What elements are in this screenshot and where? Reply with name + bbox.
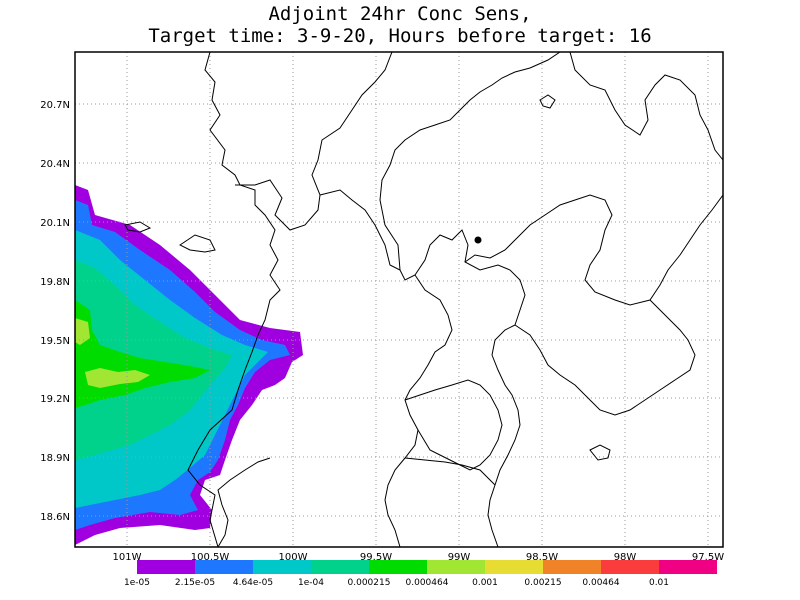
boundary-lake1 <box>179 234 216 253</box>
colorbar-label: 0.001 <box>472 578 498 588</box>
grid-lines <box>75 52 723 547</box>
plot-frame <box>74 51 724 548</box>
colorbar: 1e-05 2.15e-05 4.64e-05 1e-04 0.000215 0… <box>124 560 717 588</box>
boundary-lake2 <box>124 221 152 233</box>
map-title-line2: Target time: 3-9-20, Hours before target… <box>148 25 652 47</box>
lon-label: 99.5W <box>360 552 392 563</box>
boundary-east <box>464 194 723 306</box>
lon-label: 98.5W <box>526 552 558 563</box>
plume-level-6b <box>75 318 90 345</box>
colorbar-swatch <box>253 560 311 574</box>
sensitivity-plume <box>75 185 303 545</box>
boundary-inner <box>404 379 503 471</box>
lon-label: 98W <box>614 552 637 563</box>
colorbar-label: 0.000464 <box>406 578 449 588</box>
colorbar-label: 0.00215 <box>524 578 561 588</box>
colorbar-label: 0.000215 <box>348 578 391 588</box>
target-location-marker <box>474 236 482 244</box>
boundary-ne <box>569 52 723 161</box>
boundary-mexstate <box>514 299 696 416</box>
colorbar-label: 0.01 <box>649 578 669 588</box>
colorbar-swatch <box>195 560 253 574</box>
colorbar-label: 1e-04 <box>298 578 324 588</box>
colorbar-swatch <box>137 560 195 574</box>
lon-label: 100W <box>279 552 308 563</box>
colorbar-label: 2.15e-05 <box>175 578 215 588</box>
colorbar-swatch <box>427 560 485 574</box>
boundary-morelos <box>384 274 453 547</box>
map-title-line1: Adjoint 24hr Conc Sens, <box>268 3 532 25</box>
lat-label: 20.1N <box>40 218 70 229</box>
plume-level-4 <box>75 260 232 460</box>
lat-label: 19.2N <box>40 394 70 405</box>
lon-label: 101W <box>113 552 142 563</box>
boundary-southwest <box>217 457 271 547</box>
colorbar-swatch <box>311 560 369 574</box>
lat-label: 19.8N <box>40 277 70 288</box>
boundary-lake3 <box>589 444 611 461</box>
colorbar-label: 0.00464 <box>582 578 619 588</box>
lon-label: 99W <box>448 552 471 563</box>
state-boundaries <box>124 52 723 547</box>
lat-label: 19.5N <box>40 336 70 347</box>
lon-label: 97.5W <box>692 552 724 563</box>
latitude-labels: 20.7N 20.4N 20.1N 19.8N 19.5N 19.2N 18.9… <box>40 100 70 523</box>
lat-label: 20.7N <box>40 100 70 111</box>
boundary-west <box>187 52 281 547</box>
lon-label: 100.5W <box>191 552 230 563</box>
boundary-central <box>319 189 526 326</box>
boundary-df <box>487 324 521 547</box>
boundary-north-loop <box>235 52 393 231</box>
colorbar-swatch <box>369 560 427 574</box>
colorbar-label: 4.64e-05 <box>233 578 273 588</box>
lat-label: 18.9N <box>40 453 70 464</box>
colorbar-label: 1e-05 <box>124 578 150 588</box>
boundary-river <box>539 94 556 109</box>
colorbar-swatch <box>485 560 543 574</box>
colorbar-swatch <box>543 560 601 574</box>
colorbar-swatch <box>601 560 659 574</box>
boundary-south <box>404 457 496 486</box>
boundary-hidalgo <box>379 52 561 271</box>
lat-label: 18.6N <box>40 512 70 523</box>
colorbar-swatch <box>659 560 717 574</box>
plume-level-6 <box>85 368 150 388</box>
longitude-labels: 101W 100.5W 100W 99.5W 99W 98.5W 98W 97.… <box>113 552 725 563</box>
lat-label: 20.4N <box>40 159 70 170</box>
